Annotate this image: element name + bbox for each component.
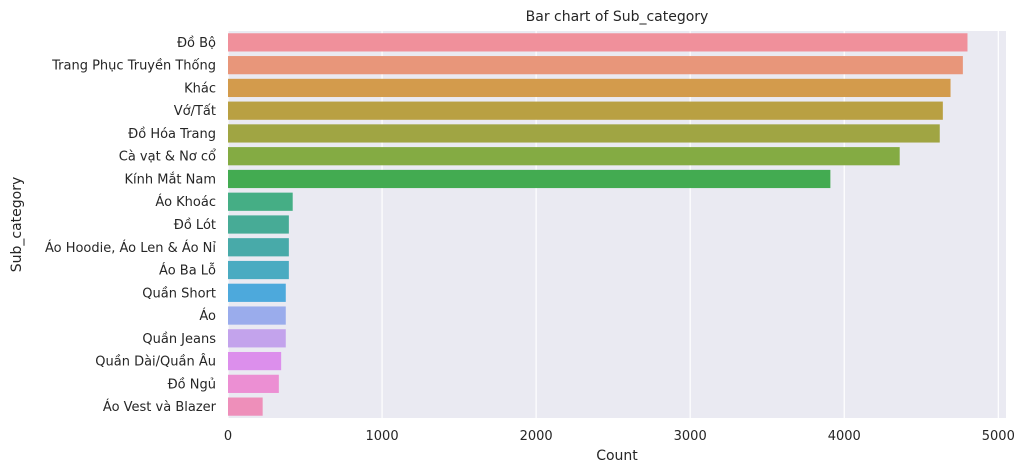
bar — [228, 374, 279, 393]
bar — [228, 78, 951, 98]
x-tick-label: 4000 — [828, 429, 861, 444]
bar — [228, 306, 286, 325]
x-tick-label: 1000 — [366, 429, 399, 444]
category-label: Áo — [199, 308, 216, 324]
category-label: Đồ Ngủ — [168, 377, 216, 392]
category-label: Kính Mắt Nam — [124, 172, 216, 187]
bar — [228, 215, 289, 234]
bar — [228, 169, 831, 189]
category-label: Quần Short — [142, 286, 216, 301]
bar — [228, 33, 968, 52]
bar — [228, 192, 293, 211]
category-label: Khác — [184, 81, 216, 96]
bar — [228, 147, 900, 166]
x-tick-label: 2000 — [520, 429, 553, 444]
bar — [228, 329, 286, 348]
category-label: Quần Jeans — [142, 332, 216, 347]
bar — [228, 238, 289, 257]
x-tick-label: 5000 — [982, 429, 1015, 444]
bars — [228, 33, 968, 416]
category-label: Áo Vest và Blazer — [103, 399, 217, 415]
y-axis-label: Sub_category — [9, 177, 25, 273]
x-tick-label: 0 — [224, 429, 232, 444]
bar — [228, 260, 289, 280]
category-label: Áo Khoác — [155, 194, 216, 210]
category-label: Áo Ba Lỗ — [159, 263, 216, 279]
category-label: Áo Hoodie, Áo Len & Áo Nỉ — [45, 240, 216, 256]
x-tick-label: 3000 — [674, 429, 707, 444]
category-label: Quần Dài/Quần Âu — [95, 354, 216, 370]
category-label: Cà vạt & Nơ cổ — [119, 150, 216, 165]
category-label: Đồ Hóa Trang — [128, 127, 216, 142]
category-label: Trang Phục Truyền Thống — [51, 59, 216, 74]
bar — [228, 101, 943, 120]
chart-title: Bar chart of Sub_category — [526, 9, 709, 25]
bar — [228, 397, 263, 416]
x-axis-label: Count — [596, 448, 638, 464]
category-label: Vớ/Tất — [174, 104, 216, 119]
bar — [228, 124, 940, 143]
category-labels: Đồ Bộ Trang Phục Truyền Thống Khác Vớ/Tất Đồ… — [45, 36, 217, 415]
x-tick-labels: 0 1000 2000 3000 4000 5000 — [224, 429, 1015, 444]
category-label: Đồ Lót — [174, 218, 216, 233]
bar — [228, 351, 282, 371]
bar — [228, 56, 963, 75]
category-label: Đồ Bộ — [177, 36, 216, 51]
bar — [228, 283, 286, 302]
